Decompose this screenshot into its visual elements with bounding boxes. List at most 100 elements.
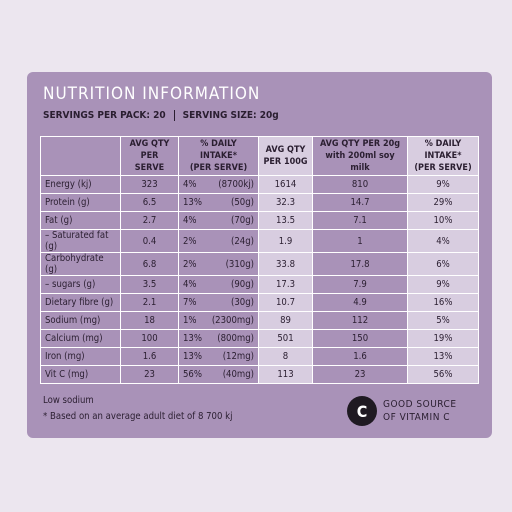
daily-intake-soy: 5% [407,311,479,330]
per-100g: 13.5 [258,211,313,230]
reference: (310g) [225,258,254,270]
percent: 4% [183,279,197,290]
daily-intake: 4% (8700kj) [178,175,259,194]
daily-intake-soy: 16% [407,293,479,312]
per-100g: 113 [258,365,313,384]
with-soy-milk: 23 [312,365,408,384]
with-soy-milk: 112 [312,311,408,330]
table-row: – sugars (g) 3.5 4% (90g) 17.3 7.9 9% [40,275,479,294]
table-row: Protein (g) 6.5 13% (50g) 32.3 14.7 29% [40,193,479,212]
table-row: Carbohydrate (g) 6.8 2% (310g) 33.8 17.8 6% [40,252,479,276]
per-serve: 100 [120,329,179,348]
nutrient: Sodium (mg) [40,311,121,330]
nutrient: Protein (g) [40,193,121,212]
title: NUTRITION INFORMATION [43,84,261,104]
with-soy-milk: 150 [312,329,408,348]
column-header: % DAILY INTAKE* (PER SERVE) [407,136,479,176]
nutrient: Fat (g) [40,211,121,230]
nutrient: Calcium (mg) [40,329,121,348]
daily-intake-pair: 56% (40mg) [183,369,254,380]
daily-intake-soy: 9% [407,275,479,294]
nutrient: Energy (kj) [40,175,121,194]
per-serve: 2.1 [120,293,179,312]
with-soy-milk: 810 [312,175,408,194]
header-line: % DAILY INTAKE* [200,139,237,161]
per-serve: 6.5 [120,193,179,212]
per-100g: 1.9 [258,229,313,253]
column-header: AVG QTY PER 100G [258,136,313,176]
header-line: AVG QTY [129,139,170,149]
daily-intake: 4% (70g) [178,211,259,230]
daily-intake-pair: 13% (12mg) [183,351,254,362]
nutrition-panel: NUTRITION INFORMATION SERVINGS PER PACK:… [27,72,492,438]
daily-intake-pair: 4% (8700kj) [183,179,254,190]
footnote: * Based on an average adult diet of 8 70… [43,411,233,422]
nutrition-table: AVG QTY PER SERVE % DAILY INTAKE* (PER SERV… [40,136,479,384]
column-header [40,136,121,176]
reference: (50g) [231,197,254,208]
daily-intake-soy: 9% [407,175,479,194]
daily-intake: 13% (12mg) [178,347,259,366]
daily-intake-pair: 13% (800mg) [183,333,254,344]
daily-intake-soy: 4% [407,229,479,253]
separator [173,110,175,121]
per-100g: 1614 [258,175,313,194]
per-100g: 17.3 [258,275,313,294]
header-line: AVG QTY [265,145,306,155]
badge-line: GOOD SOURCE [383,399,457,410]
reference: (30g) [231,297,254,308]
per-serve: 6.8 [120,252,179,276]
table-row: Iron (mg) 1.6 13% (12mg) 8 1.6 13% [40,347,479,366]
reference: (8700kj) [218,179,254,190]
table-row: Vit C (mg) 23 56% (40mg) 113 23 56% [40,365,479,384]
percent: 13% [183,351,202,362]
percent: 2% [183,258,197,270]
header-line: AVG QTY PER 20g [319,139,401,149]
reference: (12mg) [222,351,254,362]
daily-intake-pair: 4% (90g) [183,279,254,290]
daily-intake: 56% (40mg) [178,365,259,384]
header-line: (PER SERVE) [189,163,248,173]
servings: SERVINGS PER PACK: 20 [43,110,166,121]
header-line: (PER SERVE) [414,163,472,173]
per-serve: 2.7 [120,211,179,230]
with-soy-milk: 7.1 [312,211,408,230]
per-serve: 1.6 [120,347,179,366]
table-row: Dietary fibre (g) 2.1 7% (30g) 10.7 4.9 16% [40,293,479,312]
column-header: AVG QTY PER SERVE [120,136,179,176]
per-serve: 0.4 [120,229,179,253]
per-serve: 18 [120,311,179,330]
nutrient: – sugars (g) [40,275,121,294]
with-soy-milk: 14.7 [312,193,408,212]
badge-text: GOOD SOURCE OF VITAMIN C [383,398,457,424]
per-serve: 323 [120,175,179,194]
daily-intake: 1% (2300mg) [178,311,259,330]
daily-intake-soy: 29% [407,193,479,212]
with-soy-milk: 1 [312,229,408,253]
daily-intake: 4% (90g) [178,275,259,294]
nutrient: Iron (mg) [40,347,121,366]
percent: 56% [183,369,202,380]
badge: C GOOD SOURCE OF VITAMIN C [347,396,457,426]
daily-intake-pair: 4% (70g) [183,215,254,226]
with-soy-milk: 17.8 [312,252,408,276]
badge-line: OF VITAMIN C [383,412,451,423]
daily-intake-soy: 13% [407,347,479,366]
percent: 13% [183,197,202,208]
table-row: Fat (g) 2.7 4% (70g) 13.5 7.1 10% [40,211,479,230]
nutrient: Vit C (mg) [40,365,121,384]
daily-intake-pair: 7% (30g) [183,297,254,308]
percent: 2% [183,235,197,247]
percent: 13% [183,333,202,344]
header-line: with 200ml soy milk [325,151,395,173]
per-100g: 10.7 [258,293,313,312]
daily-intake: 13% (50g) [178,193,259,212]
with-soy-milk: 1.6 [312,347,408,366]
header-line: % DAILY INTAKE* [424,139,462,161]
subtitle: SERVINGS PER PACK: 20 SERVING SIZE: 20g [43,110,279,121]
table-row: Calcium (mg) 100 13% (800mg) 501 150 19% [40,329,479,348]
per-serve: 3.5 [120,275,179,294]
reference: (40mg) [222,369,254,380]
header-line: PER 100G [263,157,308,167]
